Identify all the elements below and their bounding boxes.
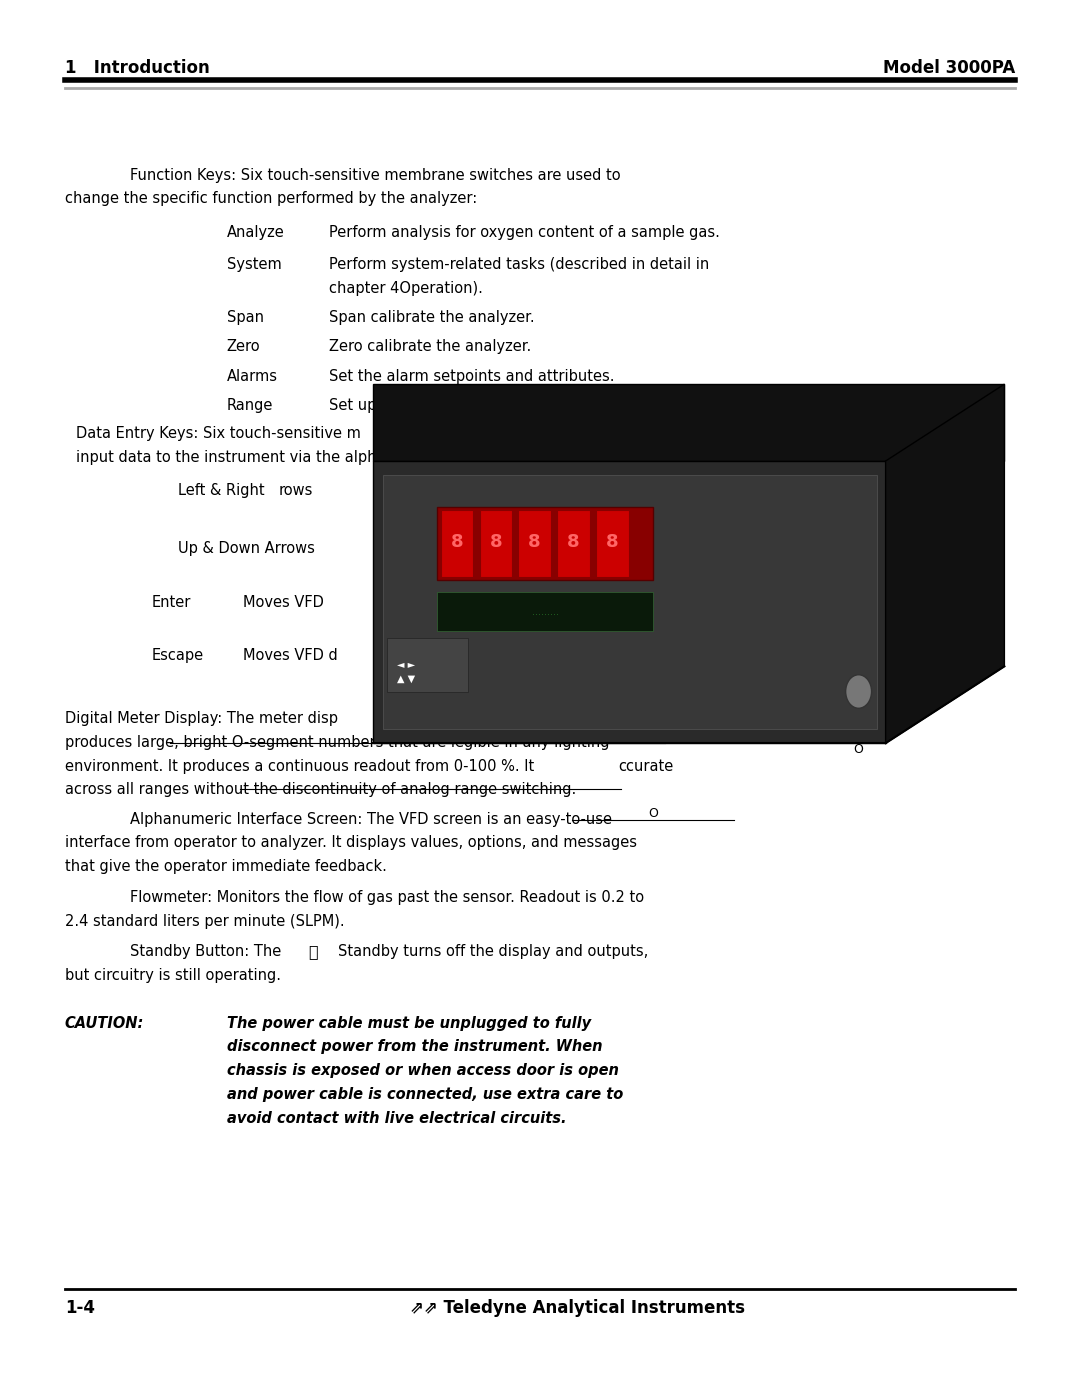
Text: and power cable is connected, use extra care to: and power cable is connected, use extra … (227, 1087, 623, 1102)
Text: 8: 8 (528, 534, 541, 550)
Text: disconnect power from the instrument. When: disconnect power from the instrument. Wh… (227, 1039, 603, 1055)
Text: to the prev: to the prev (405, 648, 486, 664)
Text: Select between functions current: Select between functions current (405, 483, 648, 499)
Text: ◄ ►: ◄ ► (397, 659, 416, 671)
Text: Analyze: Analyze (227, 225, 284, 240)
Text: Standby Button: The: Standby Button: The (130, 944, 281, 960)
Text: 2.4 standard liters per minute (SLPM).: 2.4 standard liters per minute (SLPM). (65, 914, 345, 929)
Text: Escape: Escape (151, 648, 203, 664)
Text: none remain: none remain (405, 617, 498, 633)
Text: 8: 8 (450, 534, 463, 550)
Text: Function Keys: Six touch-sensitive membrane switches are used to: Function Keys: Six touch-sensitive membr… (130, 168, 620, 183)
Text: 8: 8 (606, 534, 619, 550)
Text: change the specific function performed by the analyzer:: change the specific function performed b… (65, 191, 477, 207)
Text: currently displayed.: currently displayed. (405, 564, 551, 580)
Text: ▲ ▼: ▲ ▼ (397, 673, 416, 685)
Text: Alphanumeric Interface Screen: The VFD screen is an easy-to-use: Alphanumeric Interface Screen: The VFD s… (130, 812, 611, 827)
Text: se: se (405, 671, 422, 686)
Text: chassis is exposed or when access door is open: chassis is exposed or when access door i… (227, 1063, 619, 1078)
Text: n.: n. (565, 617, 579, 633)
Text: Data Entry Keys: Six touch-sensitive m: Data Entry Keys: Six touch-sensitive m (76, 426, 361, 441)
Text: re screen.: re screen. (588, 671, 661, 686)
Text: lyze scr: lyze scr (507, 617, 563, 633)
Bar (437, 592, 653, 631)
Text: Digital Meter Display: The meter disp: Digital Meter Display: The meter disp (65, 711, 338, 726)
Text: Range: Range (227, 398, 273, 414)
Bar (518, 510, 551, 577)
Text: Model 3000PA: Model 3000PA (883, 59, 1015, 77)
Text: Moves VFD: Moves VFD (243, 595, 324, 610)
Bar (596, 510, 629, 577)
Polygon shape (383, 475, 877, 729)
Text: turns to Am: turns to Am (512, 671, 598, 686)
Text: Set up the 3 user definable ranges for the instrument.: Set up the 3 user definable ranges for t… (329, 398, 728, 414)
Text: environment. It produces a continuous readout from 0-100 %. It: environment. It produces a continuous re… (65, 759, 534, 774)
Text: chapter 4Operation).: chapter 4Operation). (329, 281, 483, 296)
Bar (387, 638, 468, 692)
Text: rows: rows (279, 483, 313, 499)
Text: 1   Introduction: 1 Introduction (65, 59, 210, 77)
Polygon shape (886, 384, 1004, 743)
Polygon shape (373, 384, 1004, 461)
Text: Span: Span (227, 310, 264, 326)
Text: Perform system-related tasks (described in detail in: Perform system-related tasks (described … (329, 257, 710, 272)
Text: Alarms: Alarms (227, 369, 278, 384)
Bar (480, 510, 512, 577)
Text: Perform analysis for oxygen content of a sample gas.: Perform analysis for oxygen content of a… (329, 225, 720, 240)
Text: 8: 8 (567, 534, 580, 550)
Text: if none rem: if none rem (426, 671, 510, 686)
Text: Zero calibrate the analyzer.: Zero calibrate the analyzer. (329, 339, 531, 355)
Text: is a LED device that: is a LED device that (618, 711, 764, 726)
Bar (557, 510, 590, 577)
Text: that give the operator immediate feedback.: that give the operator immediate feedbac… (65, 859, 387, 875)
Text: ent or decrement value of: ent or decrement value of (405, 541, 596, 556)
Text: al: al (491, 617, 504, 633)
Text: across all ranges without the discontinuity of analog range switching.: across all ranges without the discontinu… (65, 782, 576, 798)
Text: Set the alarm setpoints and attributes.: Set the alarm setpoints and attributes. (329, 369, 615, 384)
Text: ⇗⇗ Teledyne Analytical Instruments: ⇗⇗ Teledyne Analytical Instruments (410, 1299, 745, 1317)
Text: System: System (227, 257, 282, 272)
Text: displayed on theVFD screen.: displayed on theVFD screen. (405, 507, 615, 522)
Text: Enter: Enter (151, 595, 190, 610)
Text: Span calibrate the analyzer.: Span calibrate the analyzer. (329, 310, 535, 326)
Text: to the next scr: to the next scr (405, 595, 512, 610)
Text: avoid contact with live electrical circuits.: avoid contact with live electrical circu… (227, 1111, 566, 1126)
Text: 8: 8 (489, 534, 502, 550)
Text: Left & Right: Left & Right (178, 483, 265, 499)
Text: Standby turns off the display and outputs,: Standby turns off the display and output… (338, 944, 648, 960)
Text: Up & Down Arrows: Up & Down Arrows (178, 541, 315, 556)
Text: O: O (853, 743, 864, 756)
Text: CAUTION:: CAUTION: (65, 1016, 144, 1031)
Bar (437, 507, 653, 580)
Bar (441, 510, 473, 577)
Text: Zero: Zero (227, 339, 260, 355)
Text: The power cable must be unplugged to fully: The power cable must be unplugged to ful… (227, 1016, 591, 1031)
Text: interface from operator to analyzer. It displays values, options, and messages: interface from operator to analyzer. It … (65, 835, 637, 851)
Text: produces large, bright O-segment numbers that are legible in any lighting: produces large, bright O-segment numbers… (65, 735, 609, 750)
Text: Flowmeter: Monitors the flow of gas past the sensor. Readout is 0.2 to: Flowmeter: Monitors the flow of gas past… (130, 890, 644, 905)
Text: ⏻: ⏻ (308, 944, 318, 960)
Text: Moves VFD d: Moves VFD d (243, 648, 338, 664)
Text: .........: ......... (531, 606, 559, 617)
Text: ccurate: ccurate (618, 759, 673, 774)
Text: in a series. If: in a series. If (537, 595, 631, 610)
Text: O: O (648, 807, 658, 820)
Text: screen in a: screen in a (497, 648, 578, 664)
Text: but circuitry is still operating.: but circuitry is still operating. (65, 968, 281, 983)
Circle shape (846, 675, 872, 708)
Text: 1-4: 1-4 (65, 1299, 95, 1317)
Polygon shape (373, 461, 886, 743)
Text: input data to the instrument via the alphan: input data to the instrument via the alp… (76, 450, 394, 465)
